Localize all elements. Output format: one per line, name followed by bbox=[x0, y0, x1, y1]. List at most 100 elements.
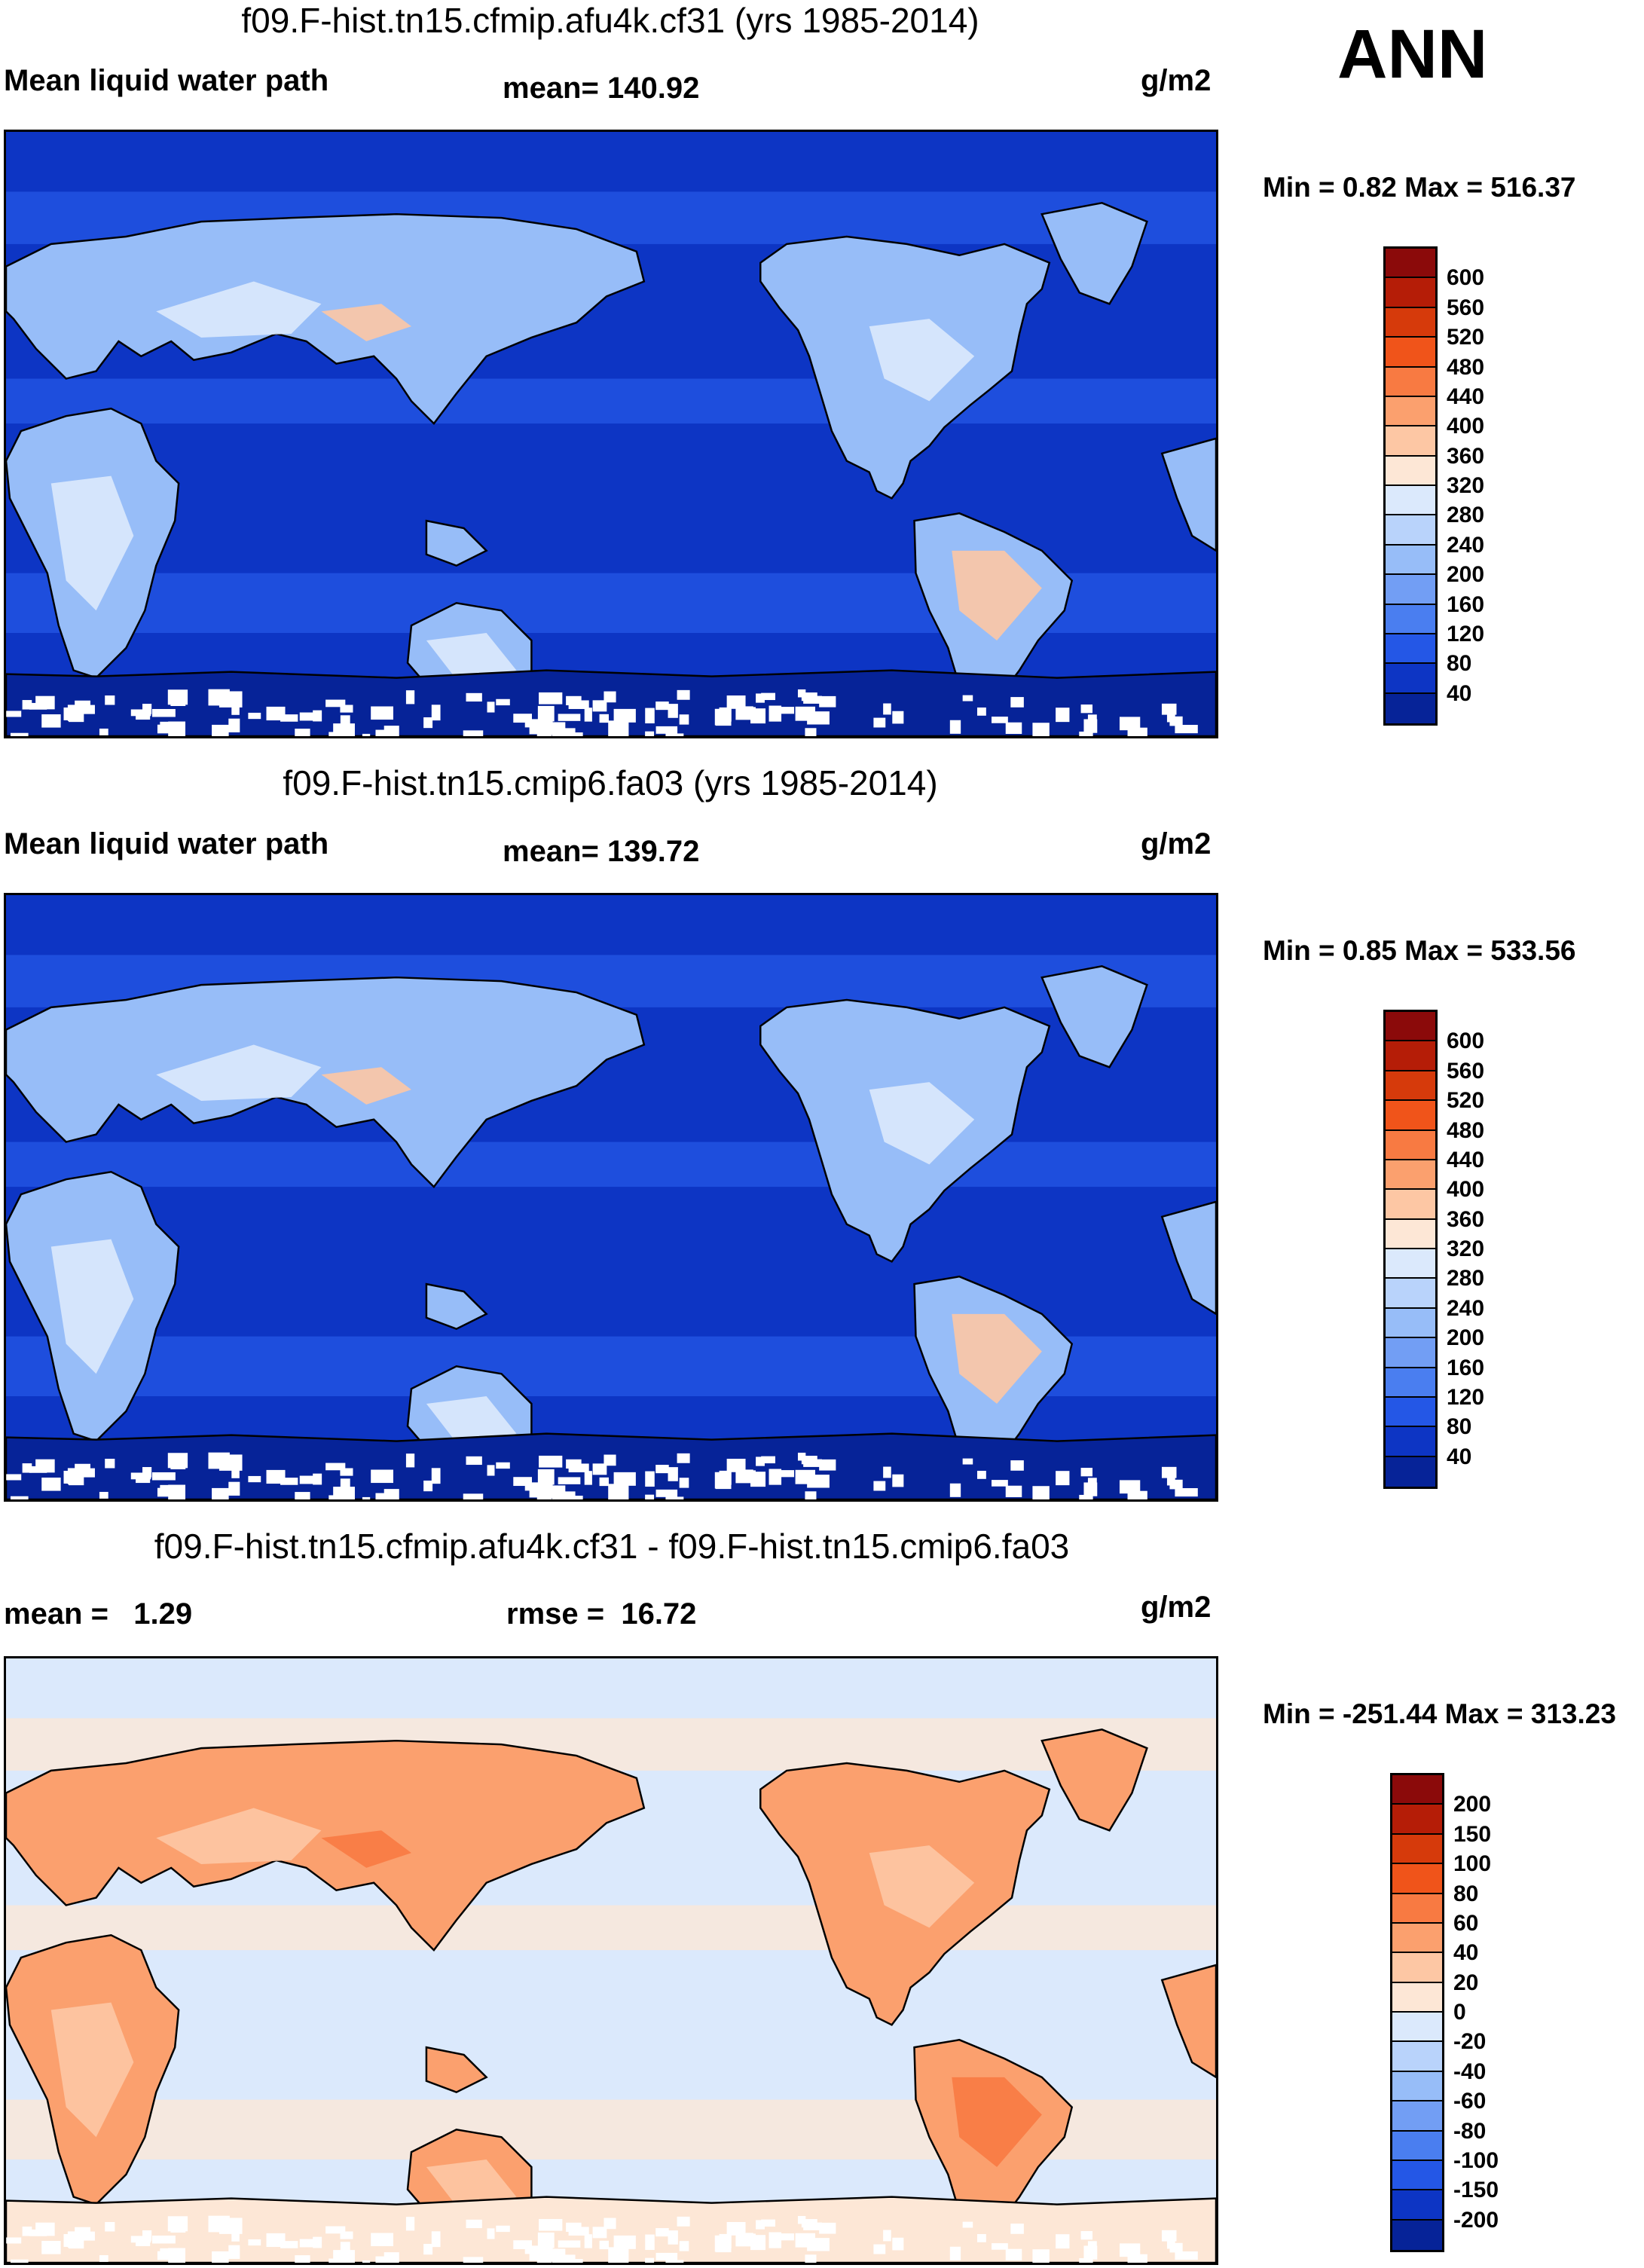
colorbar-tick-label: 280 bbox=[1447, 1266, 1485, 1291]
colorbar-swatch bbox=[1392, 1864, 1442, 1894]
field-band bbox=[6, 1905, 1216, 1951]
missing-data-cell bbox=[750, 2235, 766, 2251]
missing-data-cell bbox=[539, 2218, 563, 2231]
colorbar-tick-label: 60 bbox=[1453, 1910, 1479, 1936]
missing-data-cell bbox=[714, 708, 724, 726]
missing-data-cell bbox=[599, 2240, 610, 2250]
missing-data-cell bbox=[568, 1463, 589, 1472]
missing-data-cell bbox=[805, 1491, 817, 1499]
missing-data-cell bbox=[431, 1468, 441, 1484]
colorbar-swatch bbox=[1386, 1130, 1435, 1160]
missing-data-cell bbox=[212, 724, 229, 736]
land-field-region bbox=[952, 2077, 1042, 2167]
missing-data-cell bbox=[892, 2237, 904, 2251]
missing-data-cell bbox=[599, 714, 610, 723]
colorbar-tick-label: 480 bbox=[1447, 1117, 1485, 1143]
missing-data-cell bbox=[645, 2257, 655, 2263]
colorbar-swatch bbox=[1386, 1249, 1435, 1279]
missing-data-cell bbox=[592, 1463, 607, 1475]
missing-data-cell bbox=[561, 732, 583, 736]
colorbar-tick-label: 80 bbox=[1447, 651, 1472, 677]
missing-data-cell bbox=[168, 2248, 186, 2263]
missing-data-cell bbox=[542, 714, 551, 729]
missing-data-cell bbox=[1169, 716, 1183, 726]
missing-data-cell bbox=[10, 2259, 29, 2263]
missing-data-cell bbox=[248, 2239, 261, 2246]
colorbar-swatch bbox=[1386, 604, 1435, 634]
missing-data-cell bbox=[383, 1489, 399, 1499]
colorbar-tick-label: -100 bbox=[1453, 2147, 1499, 2173]
missing-data-cell bbox=[362, 2260, 371, 2263]
panel-1-mean-label: mean= 140.92 bbox=[503, 72, 700, 105]
missing-data-cell bbox=[1087, 714, 1097, 723]
colorbar-swatch bbox=[1386, 367, 1435, 397]
missing-data-cell bbox=[6, 2237, 22, 2244]
missing-data-cell bbox=[976, 1470, 986, 1479]
missing-data-cell bbox=[167, 689, 188, 705]
colorbar-swatch bbox=[1392, 2101, 1442, 2132]
panel-3-map bbox=[4, 1656, 1218, 2265]
missing-data-cell bbox=[655, 2228, 669, 2237]
missing-data-cell bbox=[1080, 705, 1093, 714]
missing-data-cell bbox=[41, 2241, 61, 2254]
missing-data-cell bbox=[873, 2244, 886, 2254]
missing-data-cell bbox=[405, 1453, 415, 1468]
missing-data-cell bbox=[584, 708, 592, 722]
missing-data-cell bbox=[463, 730, 484, 736]
colorbar-tick-label: 280 bbox=[1447, 503, 1485, 528]
missing-data-cell bbox=[513, 1477, 532, 1487]
missing-data-cell bbox=[431, 2231, 441, 2248]
missing-data-cell bbox=[604, 1454, 616, 1466]
missing-data-cell bbox=[6, 1474, 22, 1481]
missing-data-cell bbox=[328, 732, 337, 736]
missing-data-cell bbox=[297, 2257, 309, 2263]
missing-data-cell bbox=[431, 705, 441, 721]
missing-data-cell bbox=[248, 1475, 261, 1483]
panel-2-title: f09.F-hist.tn15.cmip6.fa03 (yrs 1985-201… bbox=[283, 763, 938, 802]
missing-data-cell bbox=[561, 1496, 583, 1499]
panel-2-variable-label: Mean liquid water path bbox=[4, 827, 329, 860]
missing-data-cell bbox=[1161, 703, 1177, 715]
colorbar-swatch bbox=[1386, 1071, 1435, 1102]
colorbar-tick-label: 480 bbox=[1447, 354, 1485, 380]
missing-data-cell bbox=[29, 1466, 47, 1473]
missing-data-cell bbox=[340, 2242, 350, 2256]
missing-data-cell bbox=[340, 2231, 353, 2239]
colorbar-swatch bbox=[1386, 249, 1435, 279]
missing-data-cell bbox=[750, 1472, 766, 1487]
missing-data-cell bbox=[371, 706, 393, 720]
missing-data-cell bbox=[645, 1471, 655, 1487]
missing-data-cell bbox=[962, 2221, 973, 2228]
missing-data-cell bbox=[151, 708, 176, 717]
missing-data-cell bbox=[328, 2258, 337, 2263]
colorbar-swatch bbox=[1386, 1041, 1435, 1071]
missing-data-cell bbox=[466, 1456, 482, 1466]
colorbar-swatch bbox=[1386, 1012, 1435, 1042]
missing-data-cell bbox=[313, 2236, 322, 2248]
missing-data-cell bbox=[524, 2247, 545, 2254]
missing-data-cell bbox=[679, 1478, 689, 1488]
missing-data-cell bbox=[1127, 1490, 1147, 1499]
missing-data-cell bbox=[75, 700, 90, 713]
colorbar-tick-label: 200 bbox=[1453, 1792, 1492, 1817]
colorbar-tick-label: 600 bbox=[1447, 1029, 1485, 1054]
colorbar-tick-label: 320 bbox=[1447, 1236, 1485, 1261]
colorbar-tick-label: 560 bbox=[1447, 295, 1485, 320]
land-field-region bbox=[156, 1044, 322, 1101]
missing-data-cell bbox=[795, 2233, 815, 2248]
land-field-region bbox=[156, 281, 322, 338]
panel-1-variable-label: Mean liquid water path bbox=[4, 64, 329, 97]
missing-data-cell bbox=[592, 700, 607, 712]
missing-data-cell bbox=[423, 2243, 433, 2255]
missing-data-cell bbox=[819, 1459, 836, 1471]
missing-data-cell bbox=[362, 1496, 371, 1499]
missing-data-cell bbox=[1032, 2249, 1050, 2263]
missing-data-cell bbox=[513, 2240, 532, 2250]
missing-data-cell bbox=[599, 1477, 610, 1487]
missing-data-cell bbox=[1056, 2234, 1070, 2249]
world-map bbox=[6, 895, 1216, 1499]
missing-data-cell bbox=[608, 1484, 629, 1499]
land-field-region bbox=[50, 1239, 134, 1374]
missing-data-cell bbox=[584, 1471, 592, 1485]
colorbar-swatch bbox=[1386, 545, 1435, 576]
